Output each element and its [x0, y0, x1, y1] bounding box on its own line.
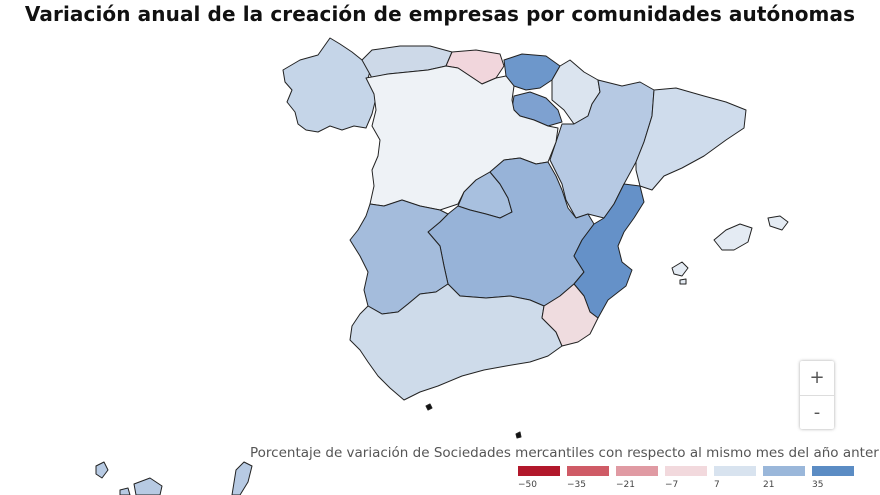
legend-tick-label: 7	[714, 480, 720, 490]
region-cataluna[interactable]: Cataluña	[635, 87, 747, 191]
region-canarias[interactable]: Canarias	[95, 461, 253, 495]
legend-tick-label: −7	[665, 480, 679, 490]
region-illes-balears[interactable]: Illes Balears	[671, 215, 789, 285]
legend-swatch	[812, 466, 854, 476]
legend-tick-label: −50	[518, 480, 537, 490]
region-andalucia[interactable]: Andalucía	[349, 283, 563, 401]
legend-swatch	[518, 466, 560, 476]
region-comunitat-valenciana[interactable]: Comunitat Valenciana	[573, 183, 645, 319]
legend-tick-label: 21	[763, 480, 775, 490]
region-galicia[interactable]: Galicia	[282, 37, 377, 133]
legend-tick-label: −35	[567, 480, 586, 490]
color-legend: −50 −35 −21 −7 7 21 35	[518, 466, 858, 492]
legend-tick-label: −21	[616, 480, 635, 490]
legend-swatch	[665, 466, 707, 476]
legend-swatch	[616, 466, 658, 476]
legend-swatch	[714, 466, 756, 476]
region-region-de-murcia[interactable]: Región de Murcia	[541, 283, 599, 347]
map-title: Variación anual de la creación de empres…	[24, 2, 856, 26]
zoom-in-button[interactable]: +	[809, 367, 825, 388]
legend-title: Porcentaje de variación de Sociedades me…	[250, 445, 880, 461]
legend-swatch	[567, 466, 609, 476]
region-ceuta	[425, 403, 433, 411]
legend-tick-label: 35	[812, 480, 824, 490]
legend-swatch	[763, 466, 805, 476]
region-melilla	[515, 431, 522, 439]
zoom-control: + -	[800, 361, 834, 429]
zoom-out-button[interactable]: -	[800, 395, 834, 430]
